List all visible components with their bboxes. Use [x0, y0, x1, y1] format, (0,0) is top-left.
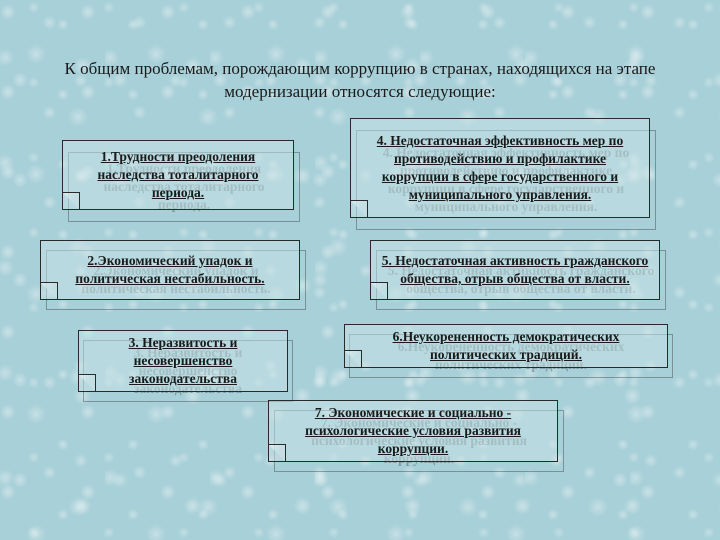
note-text: 5. Недостаточная активность гражданского… [379, 252, 651, 288]
page-title: К общим проблемам, порождающим коррупцию… [50, 58, 670, 104]
fold-corner-icon [62, 192, 80, 210]
note-text: 7. Экономические и социально - психологи… [277, 404, 549, 459]
fold-corner-icon [78, 374, 96, 392]
note-box-4: 4. Недостаточная эффективность мер по пр… [350, 118, 650, 218]
note-box-5: 5. Недостаточная активность гражданского… [370, 240, 660, 300]
fold-corner-icon [344, 350, 362, 368]
note-text: 6.Неукорененность демократических полити… [353, 328, 659, 364]
note-box-1: 1.Трудности преодоления наследства тотал… [62, 140, 294, 210]
note-box-7: 7. Экономические и социально - психологи… [268, 400, 558, 462]
note-text: 2.Экономический упадок и политическая не… [49, 252, 291, 288]
note-text: 1.Трудности преодоления наследства тотал… [71, 148, 285, 203]
fold-corner-icon [268, 444, 286, 462]
note-box-2: 2.Экономический упадок и политическая не… [40, 240, 300, 300]
fold-corner-icon [350, 200, 368, 218]
note-text: 4. Недостаточная эффективность мер по пр… [359, 132, 641, 205]
fold-corner-icon [370, 282, 388, 300]
note-text: 3. Неразвитость и несовершенство законод… [87, 334, 279, 389]
slide-content: К общим проблемам, порождающим коррупцию… [0, 0, 720, 540]
note-box-3: 3. Неразвитость и несовершенство законод… [78, 330, 288, 392]
note-box-6: 6.Неукорененность демократических полити… [344, 324, 668, 368]
fold-corner-icon [40, 282, 58, 300]
